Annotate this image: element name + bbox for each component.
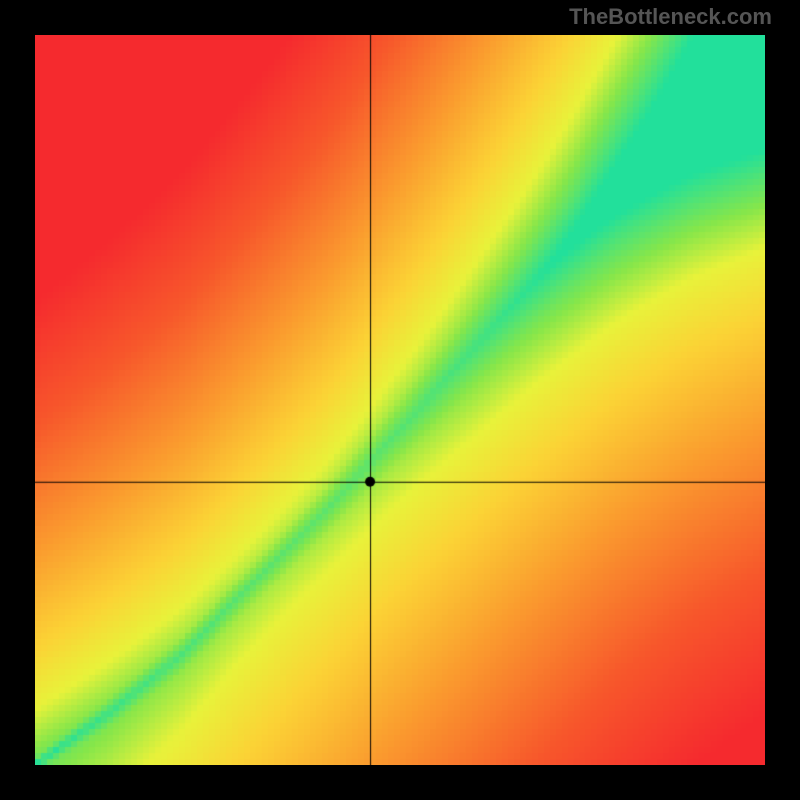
attribution-text: TheBottleneck.com xyxy=(569,4,772,30)
overlay-canvas xyxy=(35,35,765,765)
plot-area xyxy=(35,35,765,765)
chart-container: TheBottleneck.com xyxy=(0,0,800,800)
